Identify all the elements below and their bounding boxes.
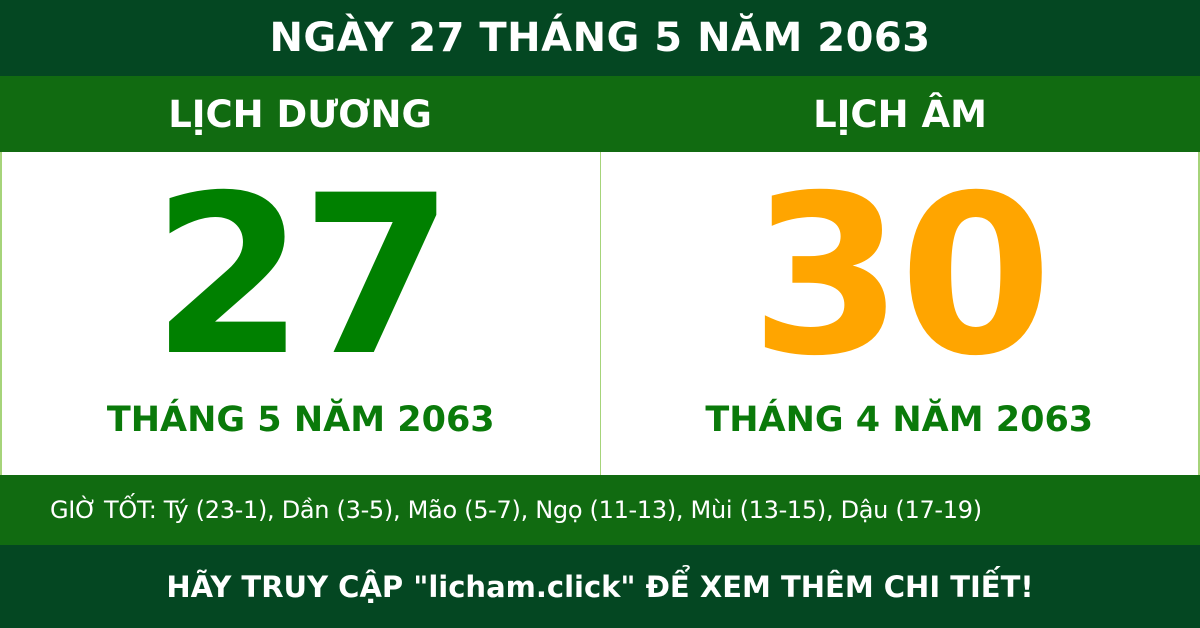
footer-cta: HÃY TRUY CẬP "licham.click" ĐỂ XEM THÊM …	[0, 545, 1200, 628]
lunar-month-year: THÁNG 4 NĂM 2063	[705, 400, 1094, 440]
lunar-day: 30	[750, 148, 1052, 404]
solar-month-year: THÁNG 5 NĂM 2063	[106, 400, 495, 440]
good-hours: GIỜ TỐT: Tý (23-1), Dần (3-5), Mão (5-7)…	[0, 475, 1200, 545]
lunar-calendar-label: LỊCH ÂM	[813, 92, 987, 136]
solar-calendar-label: LỊCH DƯƠNG	[168, 92, 432, 136]
calendar-headers: LỊCH DƯƠNG LỊCH ÂM	[0, 76, 1200, 152]
solar-day: 27	[151, 148, 454, 404]
page-title: NGÀY 27 THÁNG 5 NĂM 2063	[0, 0, 1200, 76]
lunar-column: 30 THÁNG 4 NĂM 2063	[599, 148, 1199, 475]
calendar-panel: 27 THÁNG 5 NĂM 2063 30 THÁNG 4 NĂM 2063	[0, 152, 1200, 475]
solar-column: 27 THÁNG 5 NĂM 2063	[2, 152, 600, 475]
